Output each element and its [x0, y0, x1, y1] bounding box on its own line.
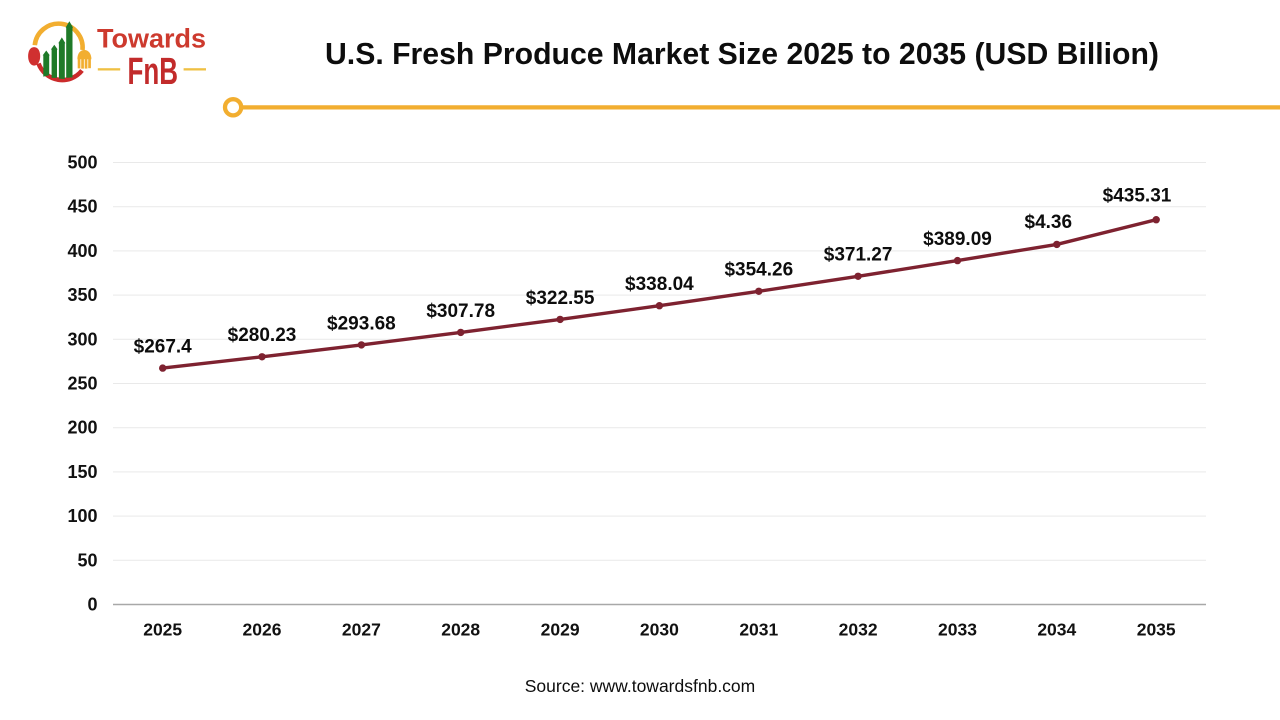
svg-text:250: 250	[67, 374, 97, 394]
svg-text:2034: 2034	[1037, 620, 1076, 640]
svg-text:FnB: FnB	[128, 51, 179, 93]
svg-text:450: 450	[67, 197, 97, 217]
svg-text:Source: www.towardsfnb.com: Source: www.towardsfnb.com	[525, 676, 756, 696]
svg-text:400: 400	[67, 241, 97, 261]
svg-text:2026: 2026	[243, 620, 282, 640]
svg-text:2030: 2030	[640, 620, 679, 640]
svg-text:2028: 2028	[441, 620, 480, 640]
svg-text:$338.04: $338.04	[625, 274, 694, 295]
svg-text:$280.23: $280.23	[228, 325, 297, 346]
svg-text:U.S. Fresh Produce Market Size: U.S. Fresh Produce Market Size 2025 to 2…	[325, 36, 1159, 71]
svg-text:350: 350	[67, 285, 97, 305]
svg-text:500: 500	[67, 153, 97, 173]
svg-text:$354.26: $354.26	[724, 260, 793, 281]
svg-text:$435.31: $435.31	[1103, 186, 1172, 207]
svg-text:2033: 2033	[938, 620, 977, 640]
svg-text:$389.09: $389.09	[923, 229, 992, 250]
svg-text:$4.36: $4.36	[1025, 212, 1073, 233]
svg-text:2029: 2029	[541, 620, 580, 640]
svg-text:2025: 2025	[143, 620, 182, 640]
svg-text:150: 150	[67, 462, 97, 482]
svg-text:2032: 2032	[839, 620, 878, 640]
svg-text:0: 0	[87, 595, 97, 615]
svg-text:2027: 2027	[342, 620, 381, 640]
svg-text:200: 200	[67, 418, 97, 438]
svg-text:50: 50	[77, 550, 97, 570]
svg-text:$322.55: $322.55	[526, 288, 595, 309]
svg-text:$371.27: $371.27	[824, 245, 893, 266]
svg-text:100: 100	[67, 506, 97, 526]
svg-text:2031: 2031	[739, 620, 778, 640]
svg-text:$293.68: $293.68	[327, 313, 396, 334]
svg-text:$307.78: $307.78	[426, 301, 495, 322]
svg-text:Towards: Towards	[97, 24, 206, 54]
svg-text:$267.4: $267.4	[134, 337, 193, 358]
svg-text:300: 300	[67, 329, 97, 349]
svg-text:2035: 2035	[1137, 620, 1176, 640]
